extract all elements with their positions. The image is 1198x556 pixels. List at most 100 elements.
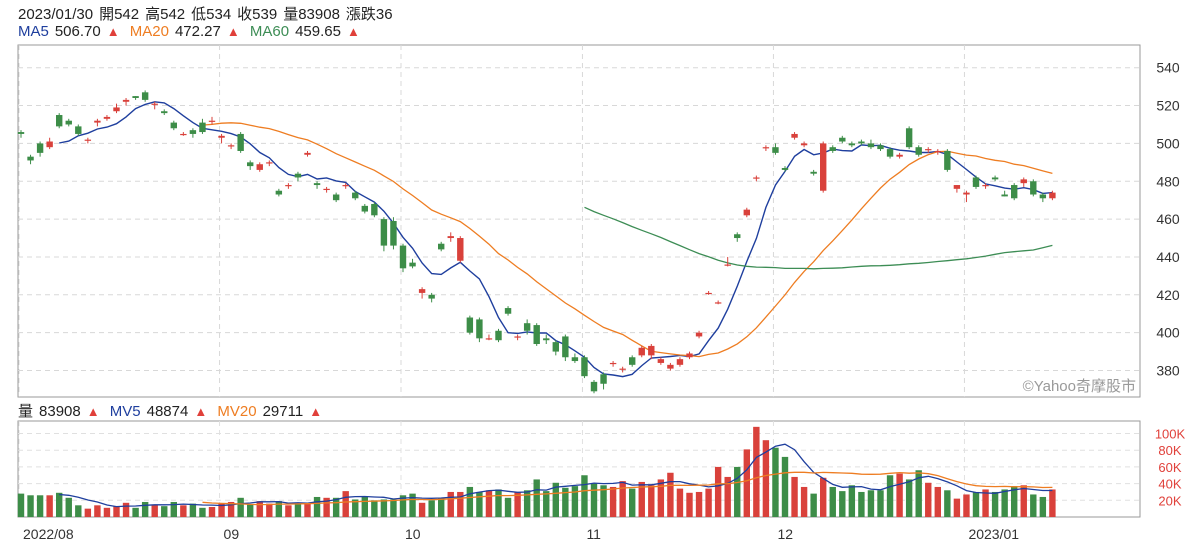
vol-up-icon: ▲ — [86, 404, 100, 419]
date-tick-label: 2023/01 — [968, 526, 1019, 542]
candle-body — [36, 143, 44, 153]
volume-bar — [180, 505, 187, 517]
volume-bar — [858, 491, 865, 517]
volume-bar — [523, 490, 531, 517]
volume-bar — [56, 492, 63, 517]
volume-bar — [552, 482, 559, 517]
date-tick-label: 2022/08 — [23, 526, 74, 542]
volume-bar — [590, 483, 598, 517]
candle-body — [390, 221, 397, 246]
candle-body — [285, 185, 292, 187]
price-tick-label: 440 — [1156, 249, 1180, 265]
candle-body — [676, 359, 684, 365]
volume-bar — [304, 502, 311, 517]
volume-bar — [371, 500, 378, 517]
ma20-up-icon: ▲ — [226, 24, 240, 39]
price-tick-label: 420 — [1156, 287, 1180, 303]
candle-body — [514, 336, 521, 338]
candle-body — [523, 323, 531, 331]
volume-bar — [438, 497, 445, 517]
volume-bar — [237, 497, 244, 517]
candle-body — [428, 294, 435, 299]
candle-body — [94, 120, 101, 123]
candle-body — [294, 173, 302, 178]
volume-bar — [275, 501, 283, 517]
volume-bar — [619, 481, 626, 517]
volume-bar — [132, 507, 139, 517]
candle-body — [208, 120, 216, 122]
candle-body — [46, 141, 53, 148]
volume-bar — [342, 491, 349, 517]
ma20-label: MA20 — [129, 23, 169, 40]
candle-body — [829, 147, 836, 151]
mv20-value: 29711 — [262, 403, 304, 420]
volume-bar — [905, 479, 913, 517]
volume-bar — [294, 502, 302, 517]
volume-bar — [466, 486, 474, 517]
candle-body — [953, 185, 961, 189]
candle-body — [161, 111, 168, 114]
candle-body — [218, 135, 225, 138]
candle-body — [619, 368, 626, 370]
candle-body — [466, 317, 474, 333]
ma20-line — [202, 122, 1053, 358]
candle-body — [504, 308, 512, 314]
candle-body — [762, 147, 770, 149]
volume-tick-label: 80K — [1158, 443, 1181, 458]
candle-body — [1049, 192, 1056, 199]
volume-bar — [667, 472, 674, 517]
volume-bar — [390, 499, 397, 517]
mv20-label: MV20 — [217, 403, 257, 420]
volume-bar — [934, 486, 941, 517]
candle-body — [944, 150, 951, 170]
volume-bar — [84, 508, 92, 517]
candle-body — [810, 171, 817, 174]
candle-body — [581, 357, 588, 377]
volume-bar — [600, 485, 607, 517]
candle-body — [256, 164, 263, 170]
candle-body — [84, 139, 92, 141]
candle-body — [800, 143, 808, 146]
volume-bar — [877, 490, 884, 517]
mv5-value: 48874 — [146, 403, 189, 420]
volume-bar — [352, 499, 359, 517]
volume-bar — [27, 495, 34, 517]
volume-bar — [170, 501, 177, 517]
candle-body — [925, 149, 932, 151]
candle-body — [781, 168, 789, 170]
volume-bar — [734, 466, 741, 517]
volume-bar — [772, 447, 779, 517]
candle-body — [17, 132, 25, 134]
candle-body — [571, 357, 579, 362]
candle-body — [972, 177, 980, 187]
candle-body — [418, 289, 426, 293]
candle-body — [743, 209, 750, 216]
volume-bar — [141, 501, 149, 517]
candle-body — [476, 319, 483, 339]
candle-body — [915, 147, 922, 155]
candle-body — [839, 137, 846, 142]
candle-body — [772, 147, 779, 153]
volume-bar — [820, 477, 827, 517]
ma-legend: MA5 506.70 ▲ MA20 472.27 ▲ MA60 459.65 ▲ — [18, 23, 366, 40]
quote-high: 高542 — [145, 6, 186, 23]
volume-tick-label: 40K — [1158, 477, 1181, 492]
volume-bar — [75, 505, 82, 517]
candle-body — [380, 219, 388, 246]
quote-volume: 量83908 — [283, 6, 340, 23]
volume-bar — [17, 493, 25, 517]
volume-bar — [848, 485, 856, 517]
volume-bar — [380, 499, 388, 517]
price-tick-label: 460 — [1156, 211, 1180, 227]
volume-bar — [428, 500, 435, 517]
candle-body — [1039, 194, 1047, 199]
candle-body — [371, 203, 378, 216]
candle-body — [686, 353, 693, 358]
date-tick-label: 12 — [777, 526, 793, 542]
mv20-line — [202, 471, 1053, 506]
volume-bar — [199, 507, 206, 517]
volume-bar — [839, 491, 846, 517]
date-tick-label: 10 — [405, 526, 421, 542]
volume-bar — [447, 491, 454, 517]
volume-bar — [991, 491, 999, 517]
